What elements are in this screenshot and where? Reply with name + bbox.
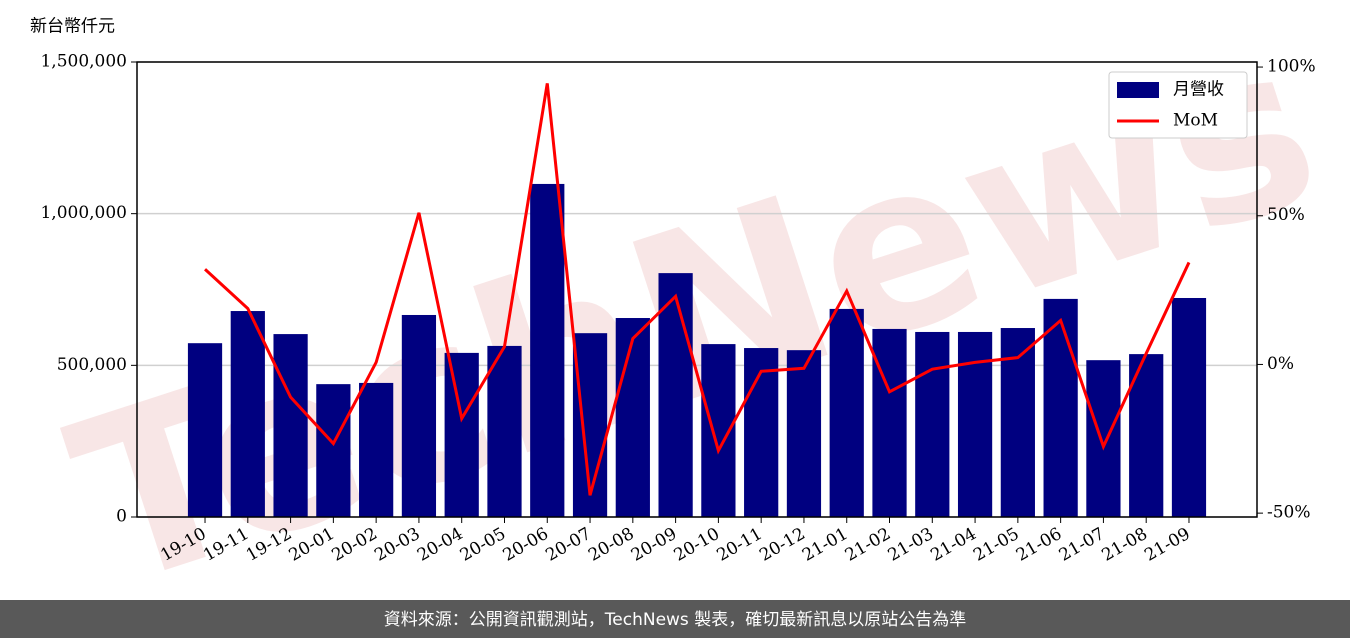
x-tick-label: 21-05 [970, 524, 1022, 566]
legend-label: MoM [1173, 111, 1218, 131]
bar [786, 350, 822, 517]
x-tick-label: 20-10 [671, 524, 723, 566]
y2-tick-label: -50% [1267, 503, 1311, 523]
x-tick-label: 21-08 [1098, 524, 1150, 566]
x-tick-label: 21-09 [1141, 524, 1193, 566]
bar [530, 183, 565, 517]
bar [187, 343, 223, 517]
bar [1171, 297, 1207, 517]
x-tick-label: 20-06 [500, 524, 552, 566]
y2-tick-label: 50% [1267, 205, 1305, 225]
footer: 資料來源：公開資訊觀測站，TechNews 製表，確切最新訊息以原站公告為準 [384, 610, 966, 630]
legend-label: 月營收 [1173, 80, 1224, 100]
x-tick-label: 20-11 [713, 524, 765, 566]
line [204, 83, 1191, 496]
x-tick-label: 21-04 [927, 524, 979, 566]
bar [487, 345, 522, 517]
bar [658, 273, 693, 517]
bar [273, 334, 308, 517]
y-tick-label: 500,000 [57, 355, 127, 375]
y2-tick-label: 100% [1267, 57, 1316, 77]
footer-bar [0, 600, 1350, 638]
bar [359, 382, 394, 517]
legend-swatch [1117, 82, 1159, 98]
bar [401, 314, 437, 517]
x-tick-label: 21-06 [1013, 524, 1065, 566]
bar [230, 311, 265, 517]
x-tick-label: 20-08 [585, 524, 637, 566]
x-tick-label: 21-07 [1056, 524, 1108, 566]
bar [444, 352, 479, 517]
bar [829, 308, 864, 517]
x-tick-label: 21-03 [885, 524, 937, 566]
y-tick-label: 0 [116, 507, 127, 527]
bar [915, 331, 950, 517]
x-tick-label: 20-09 [628, 524, 680, 566]
x-tick-label: 20-12 [756, 524, 808, 566]
x-tick-label: 20-07 [542, 524, 594, 566]
y2-tick-label: 0% [1267, 354, 1294, 374]
y-tick-label: 1,500,000 [40, 52, 127, 72]
bar [744, 348, 779, 517]
x-tick-label: 21-02 [842, 524, 894, 566]
bar [316, 384, 351, 517]
y-axis-label: 新台幣仟元 [30, 17, 115, 37]
bar [872, 328, 907, 517]
bar [1043, 298, 1078, 517]
y-tick-label: 1,000,000 [40, 203, 127, 223]
x-tick-label: 21-01 [799, 524, 851, 566]
plot-frame [136, 61, 1258, 518]
bar [615, 318, 650, 517]
bar [1086, 360, 1121, 517]
